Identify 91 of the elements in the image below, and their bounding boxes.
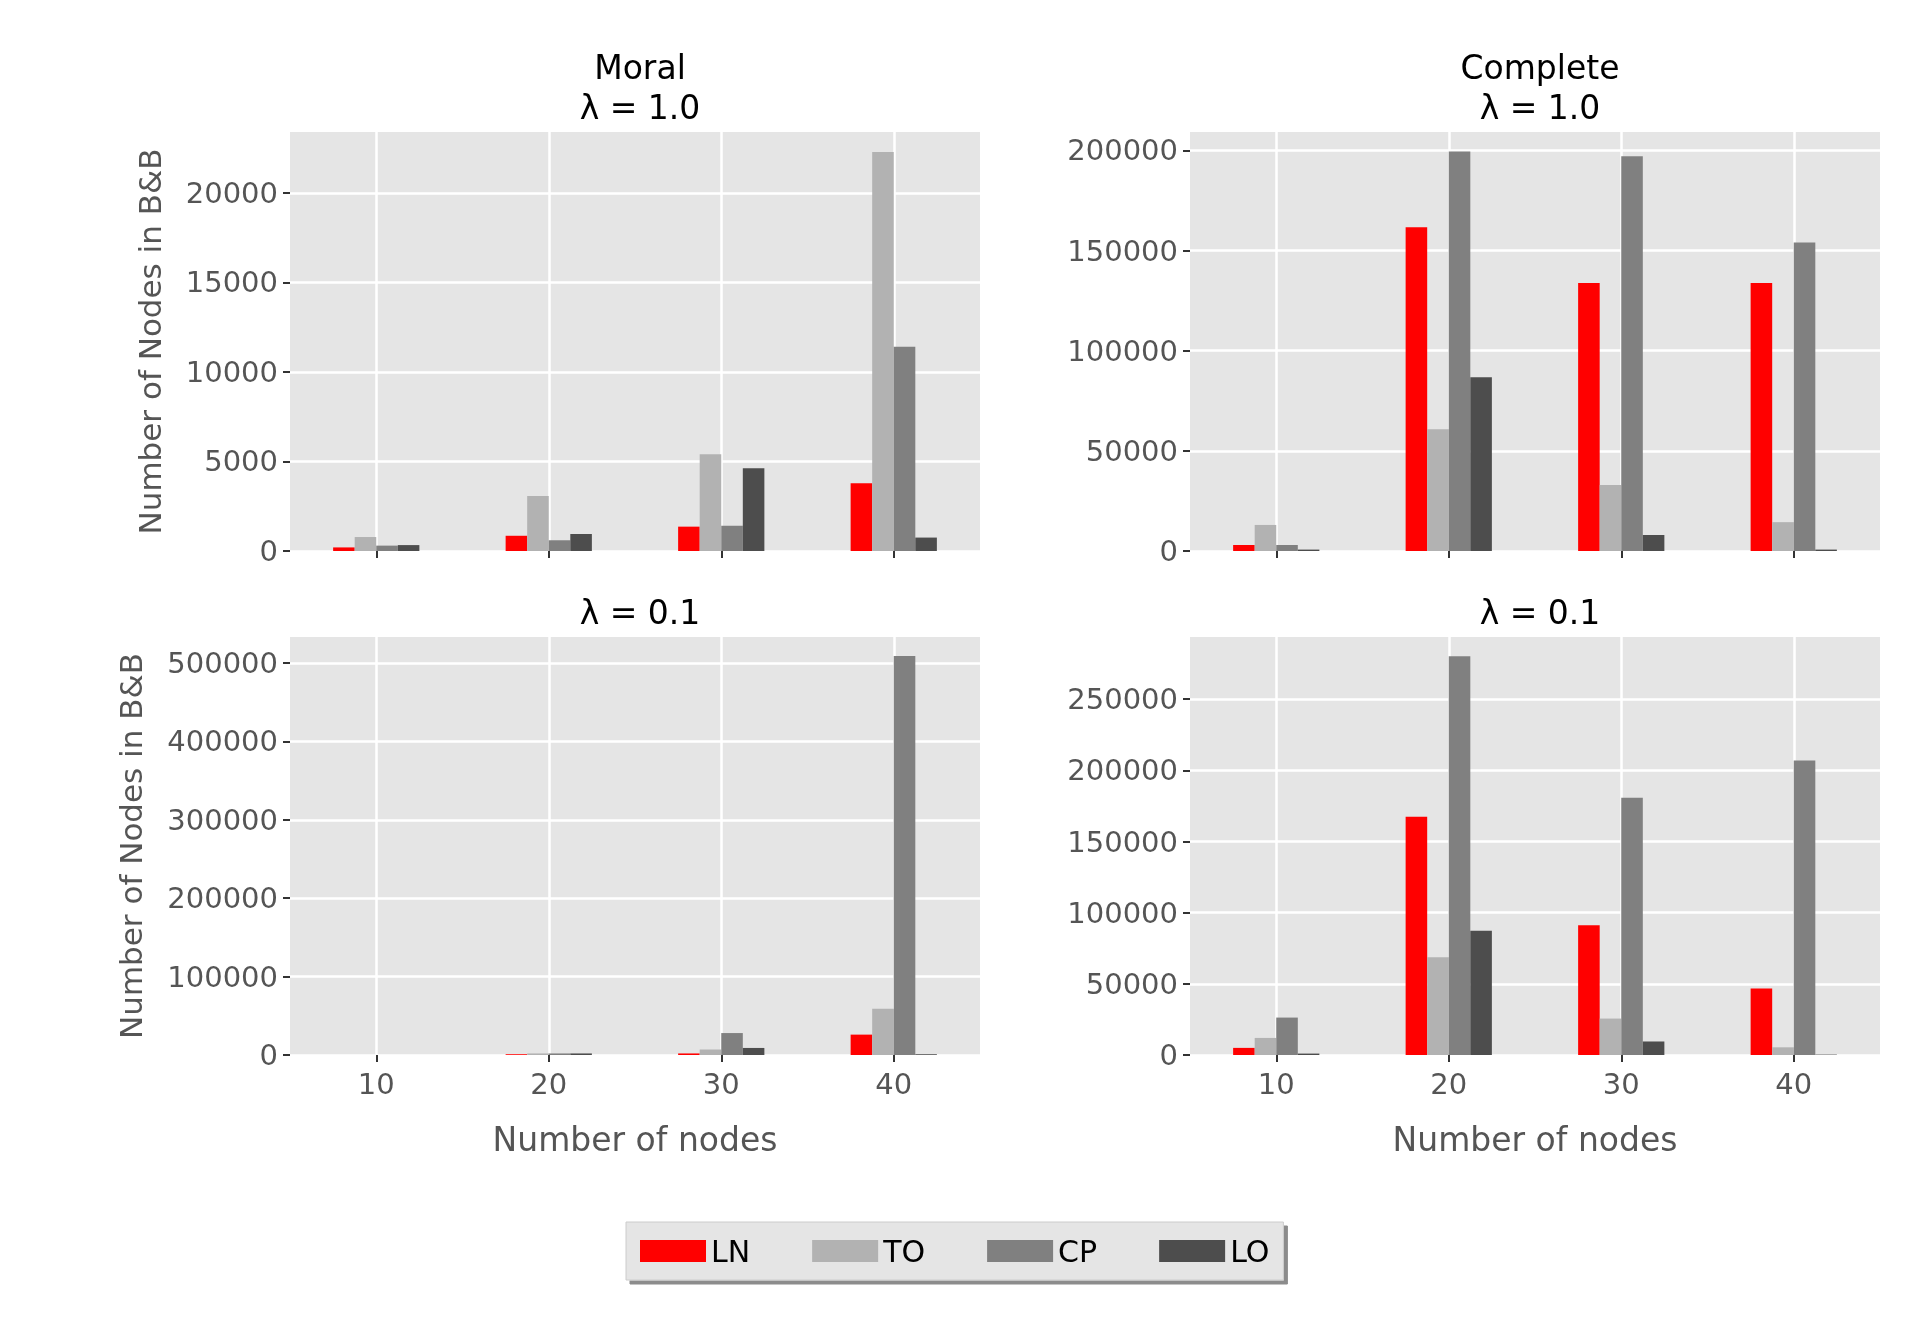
y-tick-label: 100000 [1067,333,1178,368]
bar [1772,1047,1794,1055]
bar [893,656,916,1055]
x-tick-label: 30 [1602,1066,1640,1101]
x-tick-label: 30 [702,1066,740,1101]
y-tick-label: 10000 [185,354,278,389]
bar [1405,227,1428,551]
bar [1772,522,1794,551]
bar [1276,1017,1298,1055]
y-tick-label: 150000 [1067,824,1178,859]
bar [742,1047,765,1055]
bar [548,540,571,551]
legend-label: TO [882,1233,926,1269]
bar [376,545,398,551]
bar [1233,1047,1255,1055]
y-axis-title: Number of Nodes in B&B [131,148,168,535]
bar [1599,1018,1622,1055]
x-tick-label: 20 [1430,1066,1468,1101]
bar [1276,544,1298,551]
x-tick-label: 20 [530,1066,568,1101]
y-tick-label: 0 [259,534,278,568]
y-tick-label: 150000 [1067,233,1178,268]
y-tick-label: 200000 [1067,133,1178,168]
x-axis-title: Number of nodes [1392,1120,1678,1159]
y-tick-label: 100000 [167,959,278,994]
bar [721,525,743,551]
bar [721,1033,743,1055]
bar [678,526,700,551]
bar [1427,957,1449,1055]
x-tick-label: 10 [1257,1066,1295,1101]
bar [1254,1037,1277,1055]
y-tick-label: 50000 [1085,966,1178,1001]
y-tick-label: 250000 [1067,682,1178,717]
bar [1621,156,1643,551]
bar [1750,988,1773,1055]
bar [850,483,873,551]
bar [1642,1041,1665,1055]
bar [1448,656,1471,1055]
bar [1642,534,1665,551]
bar [872,1008,894,1055]
bar [570,533,592,551]
bar [505,535,528,551]
chart-title: Moral λ = 1.0 [579,47,701,127]
bar [850,1034,873,1055]
x-tick-label: 10 [357,1066,395,1101]
bar [333,547,355,551]
y-axis-title: Number of Nodes in B&B [112,653,149,1039]
bar [1470,930,1492,1055]
bar [893,346,916,551]
legend-label: LN [711,1233,751,1269]
y-tick-label: 200000 [167,881,278,916]
x-axis-title: Number of nodes [492,1120,778,1159]
bar [1405,816,1428,1055]
bar [1578,283,1600,551]
bar [699,454,722,551]
bar [354,537,377,551]
bar [1470,377,1492,551]
bar [397,545,420,551]
chart-title: λ = 0.1 [1479,592,1601,632]
legend-label: LO [1230,1233,1270,1269]
bar [1793,242,1816,551]
bar [1599,485,1622,551]
y-tick-label: 400000 [167,724,278,759]
bar [1621,797,1643,1055]
y-tick-label: 500000 [167,646,278,681]
bar [1254,524,1277,551]
chart-title: λ = 0.1 [579,592,701,632]
chart-title: Complete λ = 1.0 [1460,47,1620,127]
bar [1448,151,1471,551]
y-tick-label: 5000 [204,444,278,479]
y-tick-label: 0 [1159,534,1178,568]
y-tick-label: 15000 [185,265,278,300]
bar [1578,925,1600,1055]
bar [1233,544,1255,551]
bar [742,468,765,551]
bar [527,496,549,551]
bar [915,537,937,551]
legend-label: CP [1058,1233,1098,1269]
x-tick-label: 40 [1775,1066,1813,1101]
y-tick-label: 50000 [1085,433,1178,468]
y-tick-label: 200000 [1067,753,1178,788]
bar [872,151,894,551]
y-tick-label: 0 [1159,1038,1178,1072]
y-tick-label: 20000 [185,175,278,210]
y-tick-label: 100000 [1067,895,1178,930]
y-tick-label: 300000 [167,802,278,837]
x-tick-label: 40 [875,1066,913,1101]
bar [1750,283,1773,551]
y-tick-label: 0 [259,1038,278,1072]
bar [1793,760,1816,1055]
bar [1427,429,1449,551]
